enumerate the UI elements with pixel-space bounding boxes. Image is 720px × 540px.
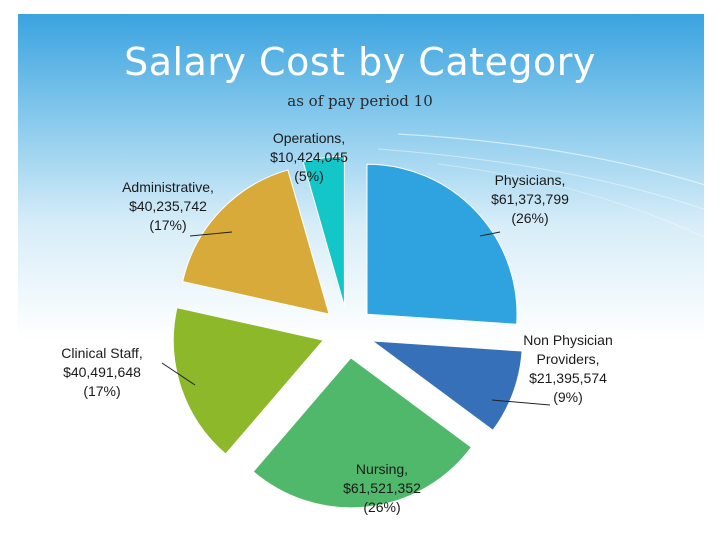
data-label-clinical-staff: Clinical Staff, $40,491,648 (17%) <box>61 345 142 399</box>
slide-title: Salary Cost by Category <box>124 40 596 84</box>
leader-line-physicians <box>479 231 501 237</box>
pie-slice-physicians <box>366 163 518 325</box>
leader-line-non-physician-providers <box>491 399 551 406</box>
pie-slice-non-physician-providers <box>370 340 523 432</box>
slide-subtitle: as of pay period 10 <box>287 92 433 110</box>
pie-slice-administrative <box>182 169 330 315</box>
pie-slice-clinical-staff <box>172 307 325 455</box>
leader-line-clinical-staff <box>161 362 196 386</box>
data-label-operations: Operations, $10,424,045 (5%) <box>270 130 348 184</box>
data-label-physicians: Physicians, $61,373,799 (26%) <box>491 172 569 226</box>
data-label-administrative: Administrative, $40,235,742 (17%) <box>122 179 214 233</box>
background-swooshes <box>377 133 704 238</box>
pie-slice-nursing <box>252 357 473 509</box>
data-label-nursing: Nursing, $61,521,352 (26%) <box>343 461 421 515</box>
data-label-non-physician-providers: Non Physician Providers, $21,395,574 (9%) <box>523 332 613 405</box>
leader-line-administrative <box>189 231 233 237</box>
pie-slice-operations <box>302 155 345 307</box>
